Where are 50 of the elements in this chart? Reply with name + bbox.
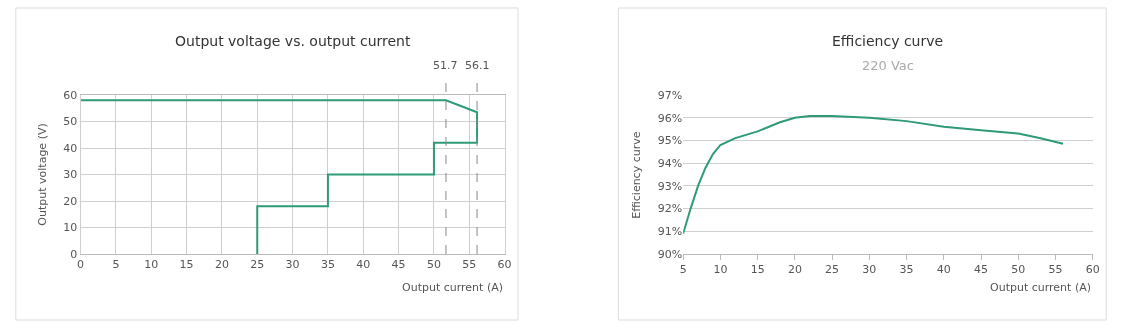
x-tick-label: 35 (899, 263, 914, 277)
y-tick-label: 50 (63, 115, 78, 129)
y-tick-label: 96% (657, 111, 683, 125)
x-tick-label: 50 (426, 258, 441, 272)
x-tick-label: 30 (285, 258, 300, 272)
x-tick-label: 55 (1048, 263, 1063, 277)
x-tick-label: 35 (320, 258, 335, 272)
x-tick-label: 60 (497, 258, 512, 272)
line-series (683, 114, 1064, 235)
x-tick-label: 40 (936, 263, 951, 277)
x-tick-label: 40 (356, 258, 371, 272)
y-tick-label: 10 (63, 221, 78, 235)
chart-title: Efficiency curve (832, 33, 944, 49)
y-axis-title: Output voltage (V) (35, 123, 49, 226)
x-tick-label: 10 (144, 258, 159, 272)
x-tick-label: 45 (974, 263, 989, 277)
y-tick-label: 0 (70, 247, 78, 261)
y-tick-label: 91% (657, 225, 683, 239)
ref-line-label: 51.7 (433, 59, 458, 72)
chart-subtitle: 220 Vac (862, 58, 914, 73)
x-tick-label: 5 (112, 258, 120, 272)
x-tick-label: 25 (825, 263, 840, 277)
x-tick-label: 5 (679, 263, 687, 277)
y-tick-label: 93% (657, 179, 683, 193)
x-axis-title: Output current (A) (402, 281, 503, 294)
x-tick-label: 15 (750, 263, 765, 277)
ref-line-label: 56.1 (465, 59, 490, 72)
x-tick-label: 45 (391, 258, 406, 272)
line-series (80, 99, 479, 254)
x-tick-label: 25 (250, 258, 265, 272)
y-tick-label: 40 (63, 141, 78, 155)
y-tick-label: 95% (657, 134, 683, 148)
x-tick-label: 60 (1085, 263, 1100, 277)
x-tick-label: 20 (214, 258, 229, 272)
x-tick-label: 30 (862, 263, 877, 277)
y-tick-label: 60 (63, 88, 78, 102)
x-tick-label: 10 (713, 263, 728, 277)
x-axis-title: Output current (A) (990, 281, 1091, 294)
chart-title: Output voltage vs. output current (175, 33, 411, 49)
y-tick-label: 90% (657, 247, 683, 261)
y-axis-title: Efficiency curve (629, 131, 643, 219)
y-tick-label: 30 (63, 168, 78, 182)
x-tick-label: 20 (787, 263, 802, 277)
y-tick-label: 97% (657, 88, 683, 102)
x-tick-label: 55 (462, 258, 477, 272)
y-tick-label: 94% (657, 156, 683, 170)
y-tick-label: 92% (657, 202, 683, 216)
x-tick-label: 15 (179, 258, 194, 272)
x-tick-label: 50 (1011, 263, 1026, 277)
y-tick-label: 20 (63, 194, 78, 208)
